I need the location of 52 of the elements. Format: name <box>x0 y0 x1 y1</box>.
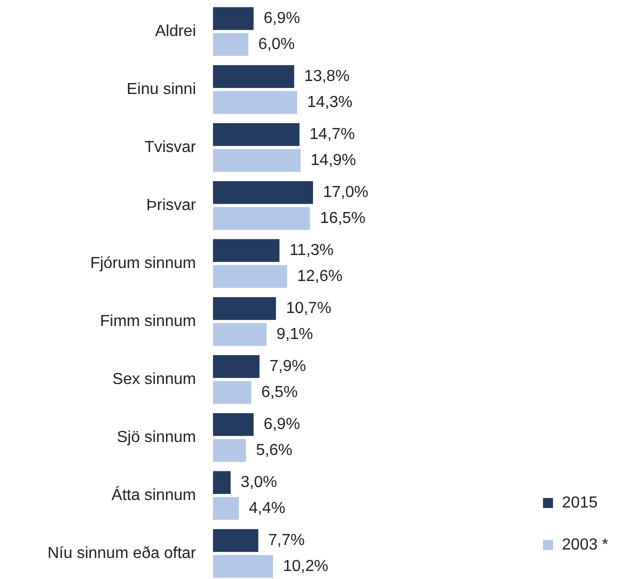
data-label: 6,0% <box>258 36 295 53</box>
y-tick-label: Sjö sinnum <box>116 428 196 446</box>
data-label: 11,3% <box>289 242 334 260</box>
data-label: 7,7% <box>268 532 305 550</box>
data-label: 10,2% <box>283 558 328 575</box>
y-tick-label: Fjórum sinnum <box>90 255 196 272</box>
bar <box>213 471 231 494</box>
data-label: 6,5% <box>261 384 298 401</box>
data-label: 6,9% <box>264 416 300 434</box>
bar <box>213 355 260 378</box>
legend-label: 2003 * <box>562 536 608 554</box>
y-tick-label: Átta sinnum <box>112 486 196 504</box>
bar <box>213 497 239 520</box>
y-tick-label: Tvisvar <box>144 139 197 156</box>
bar <box>213 33 248 56</box>
bar <box>213 149 301 172</box>
y-tick-label: Sex sinnum <box>112 370 196 388</box>
data-label: 14,9% <box>310 152 356 169</box>
bar <box>213 91 298 114</box>
y-tick-label: Fimm sinnum <box>100 313 196 330</box>
bar <box>213 265 288 288</box>
data-label: 14,7% <box>309 126 355 144</box>
bar <box>213 207 310 230</box>
bar <box>213 181 313 204</box>
data-label: 14,3% <box>307 94 352 111</box>
bar <box>213 65 294 88</box>
data-label: 10,7% <box>286 300 332 318</box>
data-label: 3,0% <box>240 474 278 492</box>
bar <box>213 381 252 404</box>
data-label: 6,9% <box>264 10 300 28</box>
data-label: 13,8% <box>304 68 350 86</box>
data-label: 17,0% <box>323 184 368 202</box>
y-tick-label: Níu sinnum eða oftar <box>47 544 197 562</box>
bar <box>213 439 246 462</box>
bar <box>213 555 273 578</box>
y-tick-label: Þrisvar <box>146 197 197 214</box>
bar <box>213 323 267 346</box>
bar <box>213 7 254 30</box>
bar <box>213 297 276 320</box>
bar <box>213 123 300 146</box>
data-label: 9,1% <box>276 326 313 343</box>
data-label: 7,9% <box>269 358 306 376</box>
data-label: 16,5% <box>320 210 366 227</box>
bar <box>213 239 280 262</box>
y-tick-label: Einu sinni <box>126 81 196 98</box>
y-tick-label: Aldrei <box>155 23 196 40</box>
data-label: 12,6% <box>297 268 342 285</box>
legend-label: 2015 <box>562 494 598 512</box>
bar <box>213 413 254 436</box>
data-label: 5,6% <box>256 442 292 459</box>
bar <box>213 529 258 552</box>
data-label: 4,4% <box>248 500 286 517</box>
